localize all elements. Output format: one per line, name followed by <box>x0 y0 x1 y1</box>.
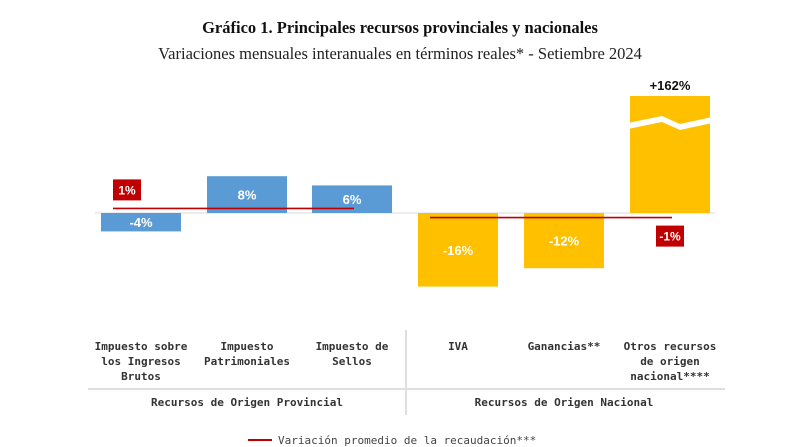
category-label: Impuesto sobre los Ingresos Brutos <box>94 340 188 383</box>
bar-value-label: +162% <box>650 78 691 93</box>
average-label: 1% <box>118 183 136 197</box>
category-label: Impuesto de Sellos <box>315 340 389 368</box>
group-label: Recursos de Origen Nacional <box>474 396 654 409</box>
category-label: IVA <box>448 340 468 353</box>
bar <box>524 213 604 269</box>
axis-break <box>628 116 712 130</box>
bar <box>101 213 181 232</box>
category-label: Ganancias** <box>527 340 601 353</box>
bar-value-label: 8% <box>238 188 257 203</box>
group-label: Recursos de Origen Provincial <box>150 396 344 409</box>
bar <box>630 96 710 213</box>
bar-value-label: 6% <box>343 192 362 207</box>
bar-value-label: -12% <box>549 234 580 249</box>
bar <box>207 176 287 213</box>
bar-value-label: -16% <box>443 243 474 258</box>
legend-label: Variación promedio de la recaudación*** <box>278 433 537 447</box>
average-label: -1% <box>659 230 681 244</box>
bar-value-label: -4% <box>129 215 153 230</box>
legend-line-swatch <box>248 439 272 441</box>
bar <box>418 213 498 287</box>
legend: Variación promedio de la recaudación*** <box>248 433 536 447</box>
average-label-box <box>656 225 684 247</box>
chart-title: Gráfico 1. Principales recursos provinci… <box>202 18 598 37</box>
category-label: Otros recursos de origen nacional**** <box>623 340 717 383</box>
chart-subtitle: Variaciones mensuales interanuales en té… <box>158 44 642 63</box>
average-label-box <box>113 179 141 201</box>
category-label: Impuesto Patrimoniales <box>203 340 291 368</box>
